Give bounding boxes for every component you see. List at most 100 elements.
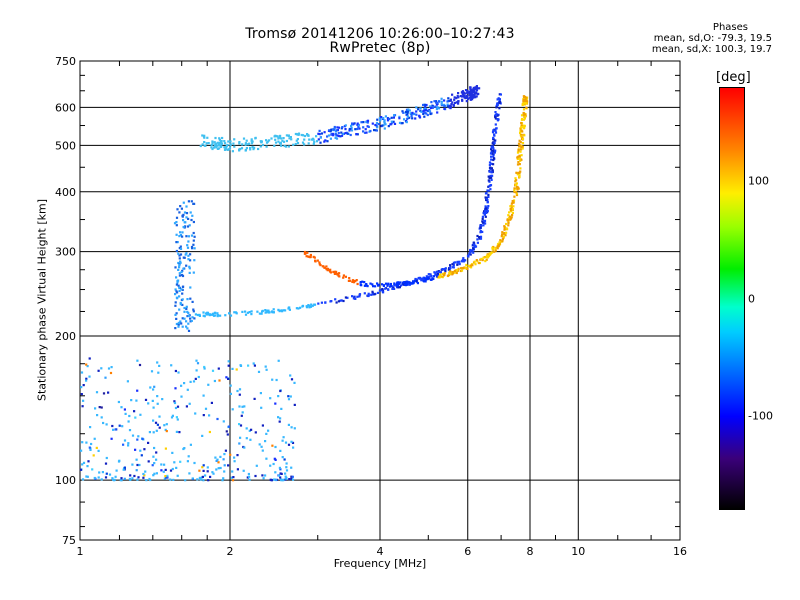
scatter-point [280,479,283,482]
scatter-point [386,283,389,286]
scatter-point [157,371,160,374]
scatter-point [213,311,216,315]
scatter-point [469,91,472,94]
scatter-point [498,244,501,247]
scatter-point [287,307,290,310]
scatter-point [422,103,425,107]
scatter-point [377,284,380,287]
scatter-point [456,263,459,266]
scatter-point [359,283,362,286]
scatter-point [254,431,257,434]
colorbar-tick: 100 [748,174,769,188]
scatter-point [87,460,90,463]
scatter-point [332,134,335,137]
scatter-point [449,270,452,273]
scatter-point [278,310,281,313]
scatter-point [81,405,84,408]
scatter-point [508,211,511,214]
scatter-point [496,247,499,250]
scatter-point [487,189,490,192]
scatter-point [369,129,372,133]
scatter-point [281,439,284,442]
scatter-point [217,367,220,370]
scatter-point [489,188,492,191]
scatter-point [462,93,465,96]
scatter-point [494,249,497,252]
scatter-point [136,463,139,467]
scatter-point [244,310,247,313]
scatter-point [156,402,159,405]
scatter-point [186,327,189,330]
scatter-point [179,303,182,306]
scatter-point [227,360,230,363]
scatter-point [105,472,108,475]
scatter-point [461,95,464,98]
scatter-point [460,269,464,272]
scatter-point [411,117,414,120]
scatter-point [130,399,133,402]
scatter-point [458,260,461,263]
scatter-point [198,469,201,472]
scatter-point [371,292,374,295]
scatter-point [272,311,275,314]
scatter-point [492,129,495,132]
scatter-point [354,128,357,131]
scatter-point [179,234,182,237]
scatter-point [505,231,508,234]
scatter-point [341,126,344,129]
scatter-point [462,267,465,270]
scatter-point [452,264,455,267]
scatter-point [517,142,521,145]
scatter-point [494,117,497,120]
scatter-point [160,469,163,472]
scatter-point [382,117,385,120]
scatter-point [281,456,284,459]
scatter-point [479,226,482,229]
scatter-point [207,313,210,316]
scatter-point [516,157,519,161]
scatter-point [479,224,482,227]
scatter-point [291,475,294,478]
scatter-point [155,429,158,432]
scatter-point [222,420,225,423]
scatter-point [465,263,468,267]
scatter-point [181,317,184,320]
scatter-point [85,441,88,444]
scatter-point [188,265,191,268]
scatter-point [166,474,169,477]
scatter-point [309,305,313,308]
scatter-point [138,363,142,367]
scatter-point [471,264,474,267]
scatter-point [188,224,191,227]
x-tick-label: 4 [377,545,384,558]
scatter-point [238,442,241,445]
scatter-point [518,157,521,160]
scatter-point [189,211,192,214]
scatter-point [490,178,493,181]
scatter-point [514,180,517,183]
scatter-point [406,115,409,118]
scatter-point [512,199,516,202]
scatter-point [483,220,486,223]
scatter-point [152,406,155,409]
scatter-point [219,466,222,470]
scatter-point [245,437,248,440]
scatter-point [161,398,164,401]
scatter-point [518,175,521,178]
scatter-point [360,121,363,124]
scatter-point [213,379,216,383]
scatter-point [455,271,458,275]
scatter-point [475,85,478,88]
scatter-point [455,101,458,104]
scatter-point [491,174,494,177]
scatter-point [244,148,247,152]
scatter-point [193,461,196,465]
scatter-point [334,136,337,139]
scatter-point [525,106,528,109]
scatter-point [393,122,397,125]
scatter-point [379,118,382,121]
scatter-point [92,454,95,457]
scatter-point [153,446,156,450]
scatter-point [493,139,496,142]
scatter-point [202,479,205,482]
